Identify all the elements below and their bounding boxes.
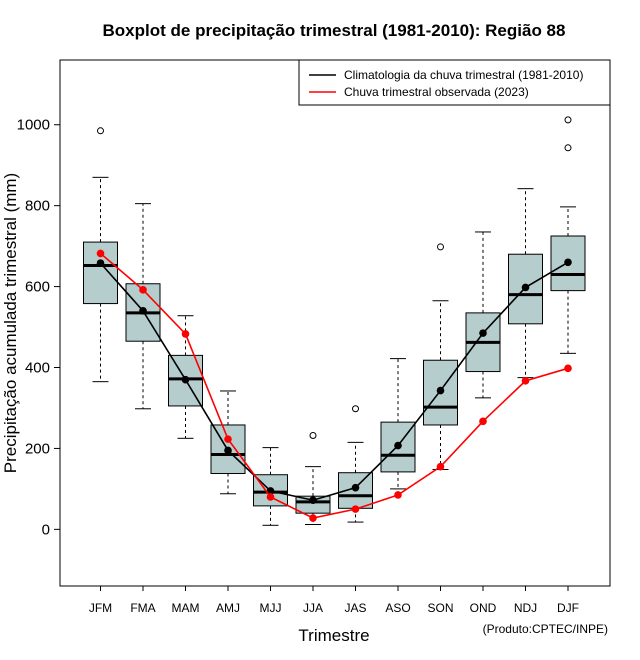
x-tick-label: NDJ (514, 601, 537, 615)
box-jja (295, 431, 331, 525)
outlier-point (309, 431, 317, 439)
series-point-climatology (139, 307, 147, 315)
x-tick-label: JJA (303, 601, 323, 615)
chart-title: Boxplot de precipitação trimestral (1981… (103, 21, 566, 40)
legend: Climatologia da chuva trimestral (1981-2… (298, 59, 611, 106)
outlier-point (564, 116, 572, 124)
box-ndj (508, 188, 543, 379)
series-point-observed (266, 493, 275, 501)
series-point-climatology (351, 483, 360, 492)
series-point-observed (521, 377, 530, 385)
series-point-climatology (479, 329, 487, 337)
legend-label-climatology: Climatologia da chuva trimestral (1981-2… (344, 68, 583, 82)
outlier-point (97, 127, 104, 135)
credit-text: (Produto:CPTEC/INPE) (483, 622, 608, 636)
series-line-observed (99, 252, 569, 519)
y-tick-label: 800 (25, 198, 50, 215)
x-tick-label: JFM (89, 601, 112, 615)
y-axis-title: Precipitação acumulada trimestral (mm) (1, 173, 20, 473)
x-tick-label: MAM (172, 601, 200, 615)
series-point-climatology (309, 496, 317, 505)
series-point-climatology (224, 446, 232, 455)
legend-label-observed: Chuva trimestral observada (2023) (344, 85, 529, 99)
series-point-climatology (394, 441, 402, 450)
box-aso (380, 358, 416, 490)
series-point-observed (181, 330, 190, 338)
x-tick-label: JAS (344, 601, 366, 615)
series-point-climatology (96, 259, 105, 267)
outlier-point (352, 405, 359, 413)
series-point-observed (436, 462, 445, 471)
outlier-point (437, 243, 444, 251)
box-son (423, 243, 458, 470)
series-point-observed (139, 286, 147, 294)
x-axis: JFM FMA MAM AMJ MJJ JJA JAS ASO SON OND NDJ DJF (89, 586, 579, 615)
box-ond (465, 231, 501, 399)
y-tick-label: 0 (42, 521, 50, 538)
x-axis-title: Trimestre (298, 626, 369, 645)
x-tick-label: MJJ (260, 601, 282, 615)
series-point-climatology (266, 487, 275, 495)
series-point-climatology (564, 258, 572, 267)
x-tick-label: ASO (385, 601, 410, 615)
boxplots (83, 116, 586, 526)
series-lines (96, 249, 572, 522)
outlier-point (564, 144, 572, 152)
series-point-observed (564, 364, 572, 373)
y-tick-label: 600 (25, 279, 50, 296)
series-point-observed (394, 491, 402, 499)
series-point-climatology (436, 386, 445, 395)
series-point-climatology (521, 283, 530, 292)
x-tick-label: DJF (557, 601, 579, 615)
series-point-observed (224, 435, 232, 443)
y-tick-label: 400 (25, 360, 50, 377)
series-line-climatology (99, 261, 569, 502)
x-tick-label: FMA (130, 601, 155, 615)
box-djf (550, 116, 586, 354)
x-tick-label: AMJ (216, 601, 240, 615)
series-point-observed (479, 417, 487, 426)
x-tick-label: SON (427, 601, 453, 615)
y-axis: 0 200 400 600 800 1000 (17, 117, 61, 538)
box-fma (125, 203, 161, 410)
y-tick-label: 1000 (17, 117, 50, 134)
y-tick-label: 200 (25, 440, 50, 457)
series-point-climatology (181, 375, 190, 384)
series-point-observed (309, 514, 317, 522)
legend-box (298, 59, 611, 106)
x-tick-label: OND (470, 601, 497, 615)
box-mjj (253, 447, 288, 526)
series-point-observed (96, 249, 105, 258)
series-point-observed (351, 505, 360, 513)
